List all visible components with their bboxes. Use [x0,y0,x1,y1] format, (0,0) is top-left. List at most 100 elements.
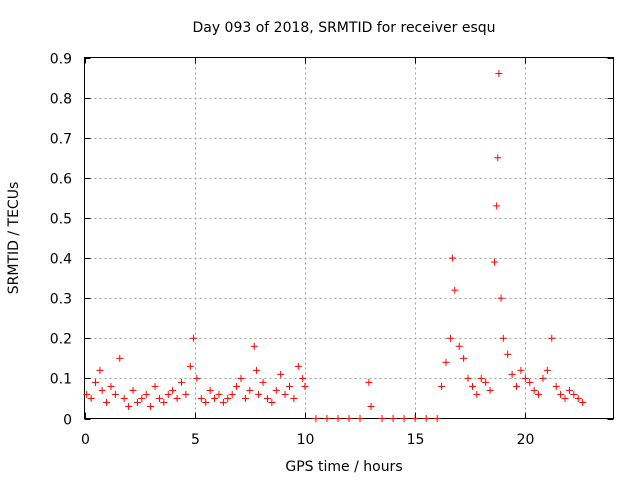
data-point [290,394,298,402]
data-point [268,398,276,406]
data-point [499,334,507,342]
x-tick-label: 15 [407,432,425,448]
data-point [449,254,457,262]
data-point [96,366,104,374]
data-point [164,390,172,398]
y-tick-label: 0.5 [50,212,72,228]
data-point [281,390,289,398]
data-point [530,386,538,394]
data-point [389,415,397,422]
data-point [494,154,502,162]
data-point [116,354,124,362]
data-point [552,382,560,390]
data-point [206,386,214,394]
data-point [160,398,168,406]
series-srmtid [83,70,587,422]
data-point [211,394,219,402]
data-point [83,390,91,398]
data-point [464,374,472,382]
data-point [438,382,446,390]
data-point [543,366,551,374]
data-point [356,415,364,422]
data-point [460,354,468,362]
y-tick-label: 0.6 [50,172,72,188]
data-point [215,390,223,398]
chart-title: Day 093 of 2018, SRMTID for receiver esq… [192,20,495,36]
data-point [202,398,210,406]
data-point [98,386,106,394]
x-tick-labels: 0 5 10 15 20 [81,432,534,448]
y-tick-label: 0.3 [50,292,72,308]
data-point [495,70,503,78]
data-point [548,334,556,342]
data-point [312,415,320,422]
data-point [125,402,133,410]
grid [84,57,614,419]
data-point [233,382,241,390]
data-point [193,374,201,382]
data-point [508,370,516,378]
data-point [400,415,408,422]
data-point [133,398,141,406]
x-axis-label: GPS time / hours [285,459,402,475]
x-tick-label: 10 [297,432,315,448]
y-tick-label: 0.7 [50,132,72,148]
data-point [272,386,280,394]
data-point [345,415,353,422]
y-tick-label: 0.4 [50,252,72,268]
data-point [468,382,476,390]
data-point [111,390,119,398]
data-point [561,394,569,402]
data-point [323,415,331,422]
data-point [190,334,198,342]
data-point [334,415,342,422]
data-point [299,374,307,382]
data-point [477,374,485,382]
data-point [103,398,111,406]
data-point [259,378,267,386]
data-point [151,382,159,390]
data-point [120,394,128,402]
data-point [557,390,565,398]
data-point [228,390,236,398]
data-point [87,394,95,402]
data-point [107,382,115,390]
data-point [565,386,573,394]
data-point [517,366,525,374]
axis-ticks [84,57,614,420]
data-point [473,390,481,398]
data-point [493,202,501,210]
data-point [92,378,100,386]
data-point [486,386,494,394]
data-point [490,258,498,266]
data-point [246,386,254,394]
x-tick-label: 20 [517,432,535,448]
data-point [182,390,190,398]
data-point [224,394,232,402]
data-point [433,415,441,422]
y-tick-label: 0.9 [50,52,72,68]
y-tick-label: 0.8 [50,92,72,108]
data-point [197,394,205,402]
data-point [155,394,163,402]
data-point [142,390,150,398]
data-point [255,390,263,398]
data-point [263,394,271,402]
plot-frame [84,57,614,419]
data-point [301,382,309,390]
data-point [535,390,543,398]
data-point [579,398,587,406]
data-point [285,382,293,390]
data-point [252,366,260,374]
data-point [526,378,534,386]
data-point [169,386,177,394]
data-point [482,378,490,386]
data-point [186,362,194,370]
data-point [570,390,578,398]
data-point [177,378,185,386]
data-point [138,394,146,402]
data-point [219,398,227,406]
y-tick-label: 0 [63,413,72,429]
data-point [237,374,245,382]
data-point [129,386,137,394]
